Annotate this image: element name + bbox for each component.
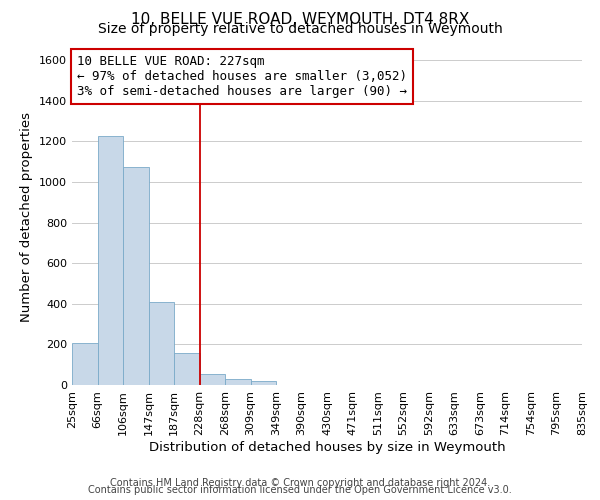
Text: 10, BELLE VUE ROAD, WEYMOUTH, DT4 8RX: 10, BELLE VUE ROAD, WEYMOUTH, DT4 8RX: [131, 12, 469, 28]
Bar: [97, 136, 123, 385]
Bar: [149, 302, 174, 385]
Text: 10 BELLE VUE ROAD: 227sqm
← 97% of detached houses are smaller (3,052)
3% of sem: 10 BELLE VUE ROAD: 227sqm ← 97% of detac…: [77, 55, 407, 98]
Text: Size of property relative to detached houses in Weymouth: Size of property relative to detached ho…: [98, 22, 502, 36]
Bar: [225, 380, 251, 385]
X-axis label: Distribution of detached houses by size in Weymouth: Distribution of detached houses by size …: [149, 440, 505, 454]
Y-axis label: Number of detached properties: Number of detached properties: [20, 112, 34, 322]
Text: Contains public sector information licensed under the Open Government Licence v3: Contains public sector information licen…: [88, 485, 512, 495]
Bar: [72, 344, 97, 385]
Bar: [251, 382, 276, 385]
Bar: [174, 352, 199, 385]
Bar: [123, 166, 149, 385]
Bar: [199, 374, 225, 385]
Text: Contains HM Land Registry data © Crown copyright and database right 2024.: Contains HM Land Registry data © Crown c…: [110, 478, 490, 488]
